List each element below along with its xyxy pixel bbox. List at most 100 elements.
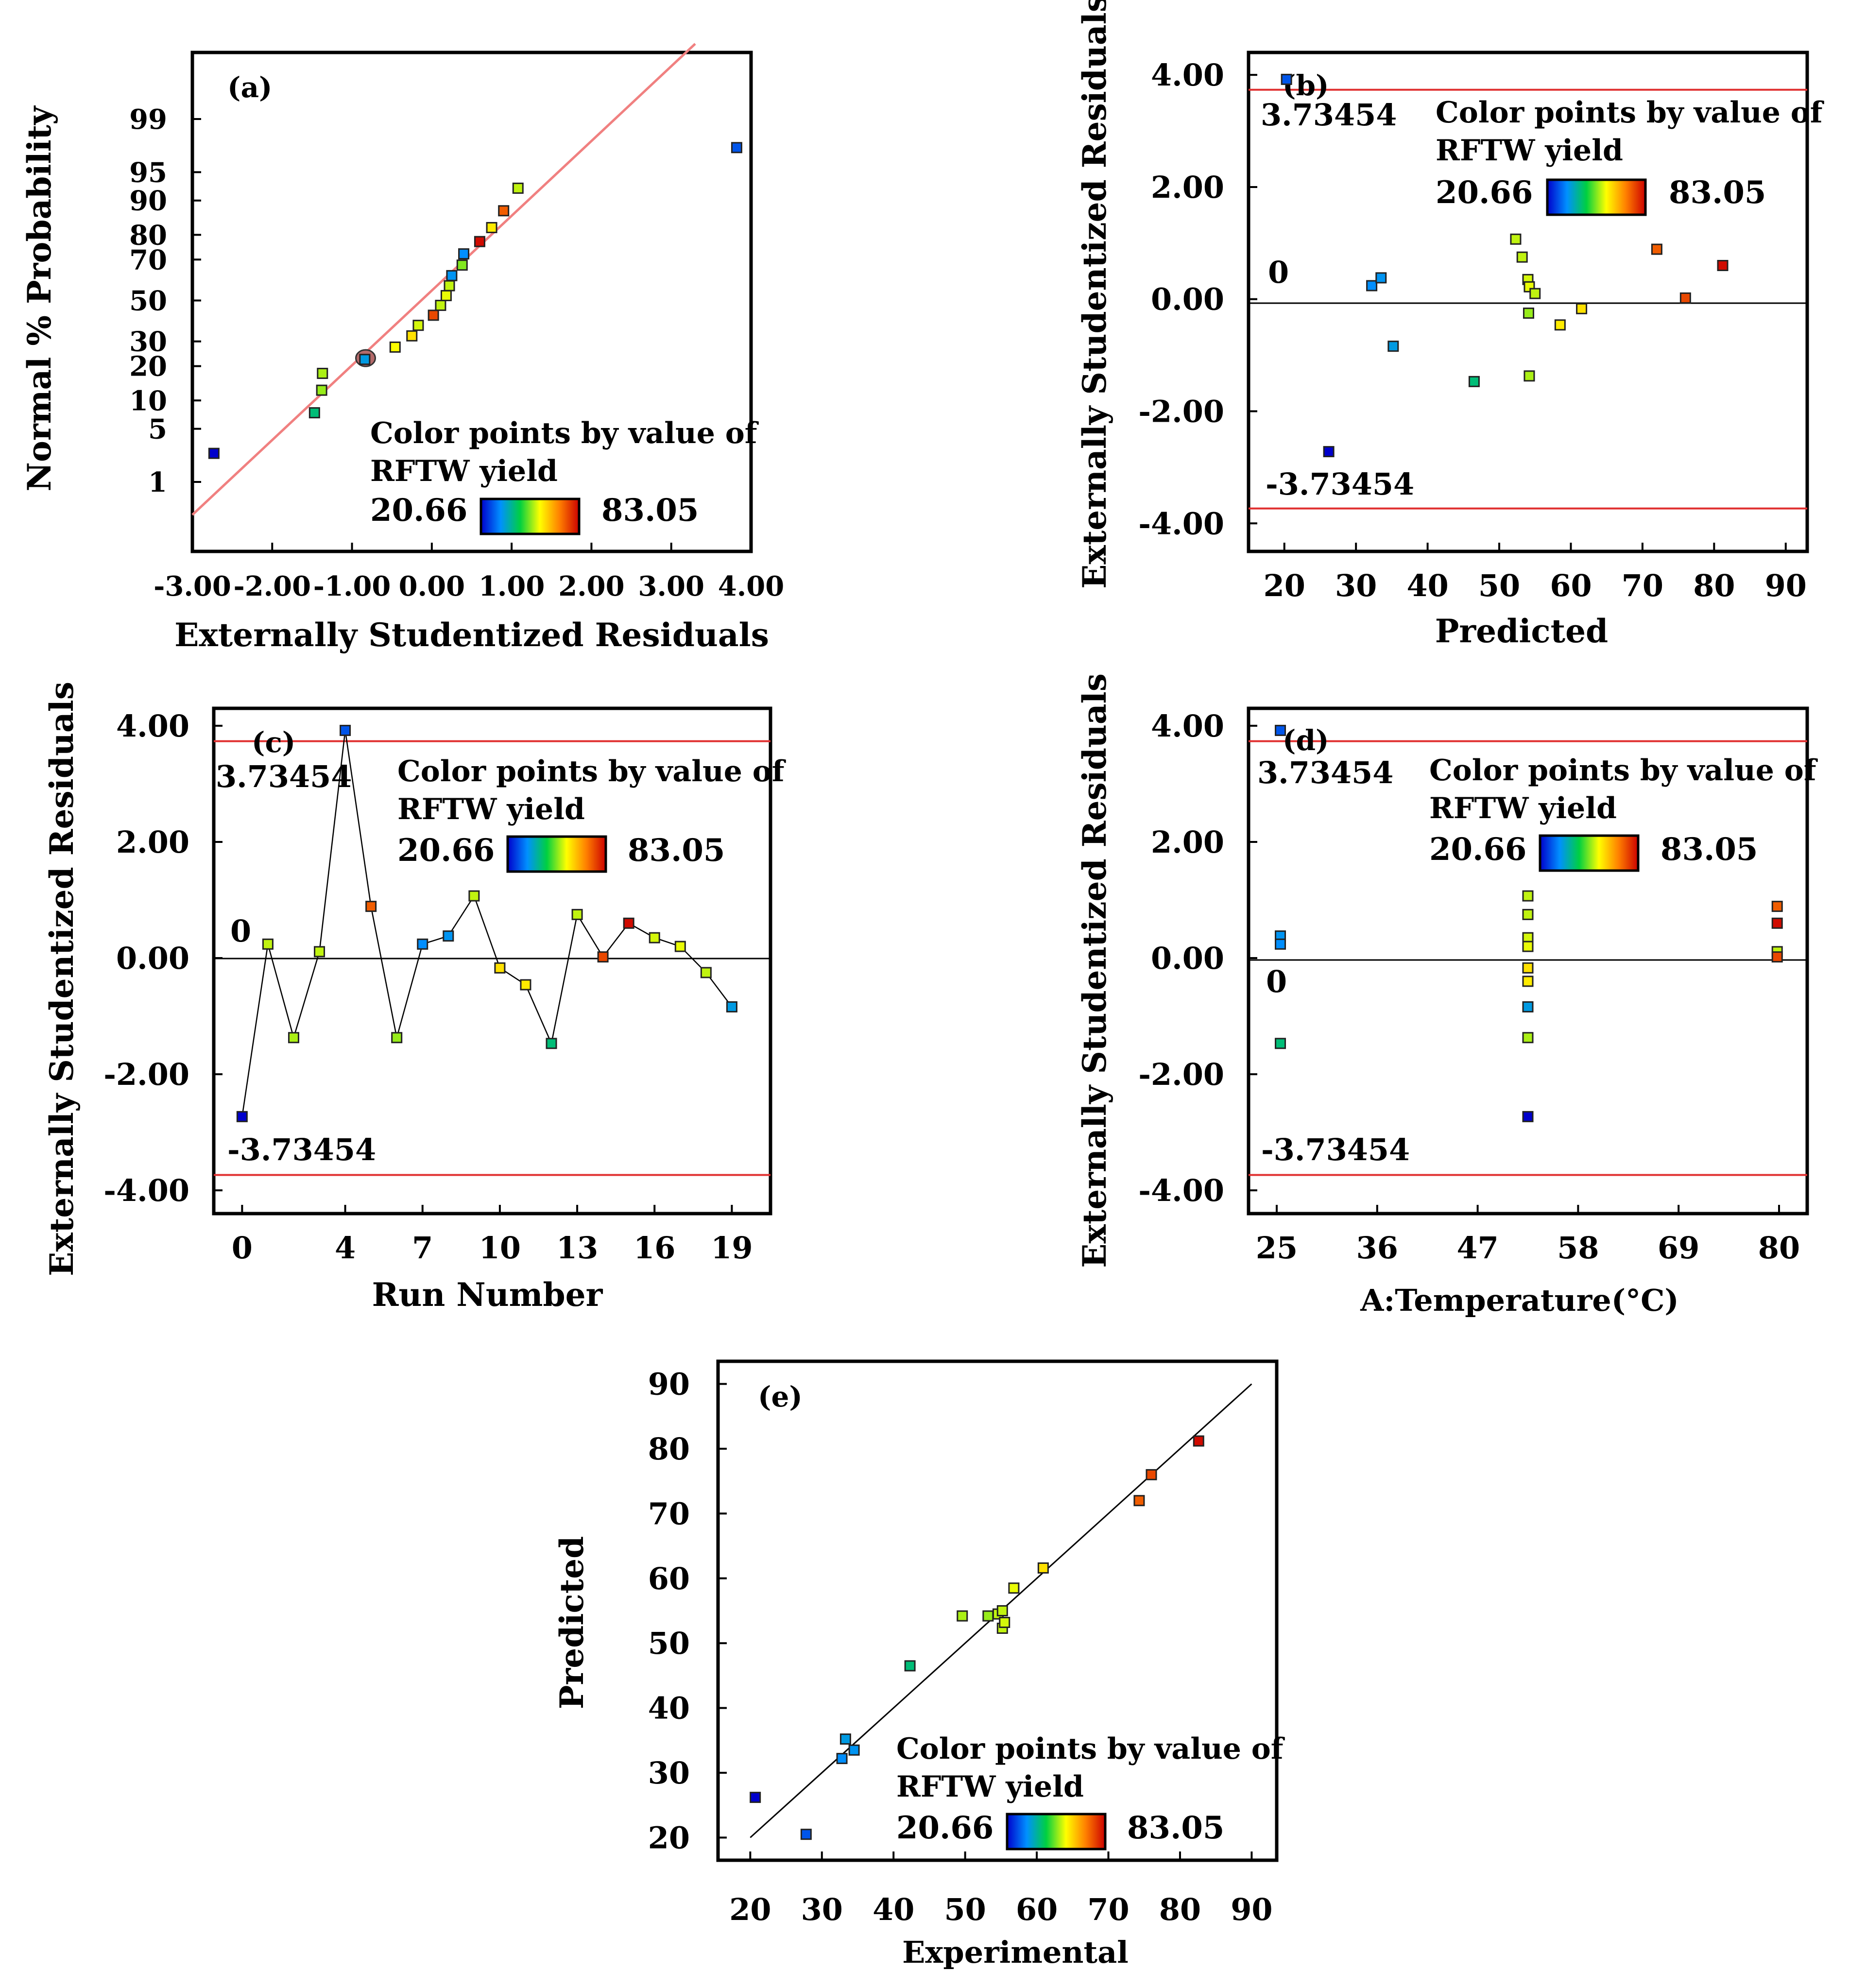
panel-c-y-axis-title: Externally Studentized Residuals <box>43 682 81 1276</box>
panel-b-colorbar-legend: Color points by value of RFTW yield 20.6… <box>1436 96 1825 216</box>
panel-b-point <box>1468 376 1480 387</box>
panel-d-point <box>1522 890 1534 902</box>
panel-b-point <box>1387 341 1399 352</box>
panel-c-point <box>520 979 531 991</box>
panel-b: (b) 3.73454 -3.73454 0 4.002.000.00-2.00… <box>1076 0 1825 650</box>
panel-e-x-axis-title: Experimental <box>902 1935 1129 1970</box>
panel-a-point <box>486 222 497 233</box>
panel-e-point <box>1008 1582 1020 1594</box>
panel-b-x-tick-label: 50 <box>1478 568 1520 603</box>
panel-b-x-tick-label: 90 <box>1765 568 1807 603</box>
panel-c-point <box>494 962 506 974</box>
panel-d-point <box>1522 1001 1534 1012</box>
legend-caption-line2: RFTW yield <box>1436 134 1623 168</box>
panel-c-lower-limit-label: -3.73454 <box>227 1132 376 1167</box>
panel-d-point <box>1275 1038 1286 1049</box>
panel-c-label: (c) <box>252 726 295 759</box>
panel-d-point <box>1771 951 1783 963</box>
panel-d-upper-limit-label: 3.73454 <box>1257 755 1393 790</box>
panel-d-x-tick-label: 58 <box>1557 1230 1599 1266</box>
panel-c-point <box>443 930 454 942</box>
panel-a-y-tick-label: 20 <box>129 351 167 383</box>
panel-e-x-tick-label: 20 <box>729 1892 771 1927</box>
panel-a-y-tick-label: 50 <box>129 285 167 317</box>
panel-b-point <box>1554 319 1566 331</box>
panel-c-y-tick-label: -4.00 <box>103 1173 189 1208</box>
panel-a-point <box>512 182 524 194</box>
panel-b-point <box>1576 303 1588 314</box>
panel-e-point <box>957 1610 968 1622</box>
panel-b-limit-lines <box>1249 88 1807 510</box>
panel-d-point <box>1522 962 1534 974</box>
panel-c-x-tick-label: 4 <box>335 1230 356 1266</box>
panel-d-point <box>1771 901 1783 912</box>
panel-a-x-tick-label: 0.00 <box>399 570 465 602</box>
panel-a-point <box>444 280 455 291</box>
panel-d-x-tick-label: 47 <box>1456 1230 1498 1266</box>
panel-b-frame <box>1247 51 1809 553</box>
panel-c-point <box>674 941 686 952</box>
panel-a-point <box>731 142 742 154</box>
panel-a-x-tick-label: 3.00 <box>638 570 704 602</box>
panel-d-points <box>1275 724 1783 1122</box>
panel-c-x-tick-label: 10 <box>479 1230 521 1266</box>
panel-b-x-tick-label: 70 <box>1622 568 1663 603</box>
panel-e-x-tick-label: 70 <box>1087 1892 1129 1927</box>
panel-d-x-axis-title: A:Temperature(°C) <box>1360 1283 1679 1318</box>
panel-c-point <box>597 951 609 963</box>
panel-b-zero-label: 0 <box>1268 255 1289 290</box>
legend-gradient-bar <box>506 835 607 873</box>
panel-d-y-tick-label: 2.00 <box>1151 824 1224 860</box>
legend-gradient-bar <box>1006 1813 1107 1851</box>
panel-e-point <box>800 1829 812 1840</box>
legend-gradient-bar <box>1539 834 1640 872</box>
panel-c-point <box>236 1111 248 1122</box>
panel-e-x-ticks: 20 30 40 50 60 70 80 90 <box>729 1851 1273 1927</box>
panel-a-normal-line <box>191 43 696 516</box>
legend-gradient-bar <box>479 497 581 535</box>
panel-e-y-ticks: 20 30 40 50 60 70 80 90 <box>648 1367 727 1855</box>
panel-e-x-tick-label: 90 <box>1231 1892 1272 1927</box>
panel-a-point <box>406 330 418 342</box>
panel-b-x-tick-label: 40 <box>1406 568 1448 603</box>
panel-d-y-tick-label: -2.00 <box>1138 1057 1224 1092</box>
panel-b-point <box>1366 280 1378 291</box>
panel-b-x-axis-title: Predicted <box>1435 612 1608 650</box>
legend-caption-line1: Color points by value of <box>1429 754 1818 788</box>
panel-d-zero-label: 0 <box>1266 964 1287 999</box>
panel-d-y-tick-label: 4.00 <box>1151 708 1224 744</box>
panel-e-point <box>836 1753 848 1765</box>
panel-c-zero-label: 0 <box>230 913 251 949</box>
panel-e-point <box>1037 1562 1049 1574</box>
panel-a-y-tick-label: 99 <box>129 103 167 136</box>
panel-e: (e) 20 30 40 50 60 70 80 90 20 30 40 50 60 70 80 90 Ex… <box>553 1359 1285 1970</box>
panel-a-point <box>308 407 320 419</box>
panel-b-point <box>1651 243 1662 255</box>
panel-e-y-tick-label: 90 <box>648 1367 690 1402</box>
panel-a-point <box>317 368 328 379</box>
panel-c-upper-limit-label: 3.73454 <box>216 759 352 794</box>
panel-a-y-tick-label: 90 <box>129 185 167 217</box>
panel-c-point <box>468 890 480 902</box>
panel-a-point <box>359 354 371 365</box>
panel-e-y-axis-title: Predicted <box>553 1536 591 1709</box>
panel-a-label: (a) <box>227 71 272 104</box>
panel-c-point <box>262 938 274 950</box>
panel-c-point <box>417 938 428 950</box>
legend-max-value: 83.05 <box>601 492 699 529</box>
legend-caption-line1: Color points by value of <box>397 754 787 788</box>
panel-b-x-tick-label: 20 <box>1264 568 1305 603</box>
panel-a-point <box>389 341 401 353</box>
panel-b-x-tick-label: 80 <box>1693 568 1735 603</box>
panel-a-x-tick-label: -1.00 <box>313 570 391 602</box>
panel-d-point <box>1522 941 1534 952</box>
panel-a-point <box>428 309 439 321</box>
panel-a-point <box>440 290 452 301</box>
legend-min-value: 20.66 <box>397 832 495 869</box>
panel-e-point <box>1133 1495 1145 1507</box>
panel-d-y-tick-label: -4.00 <box>1138 1173 1224 1208</box>
panel-c-x-tick-label: 7 <box>412 1230 433 1266</box>
panel-a-x-tick-label: -2.00 <box>233 570 311 602</box>
panel-e-point <box>996 1605 1008 1616</box>
